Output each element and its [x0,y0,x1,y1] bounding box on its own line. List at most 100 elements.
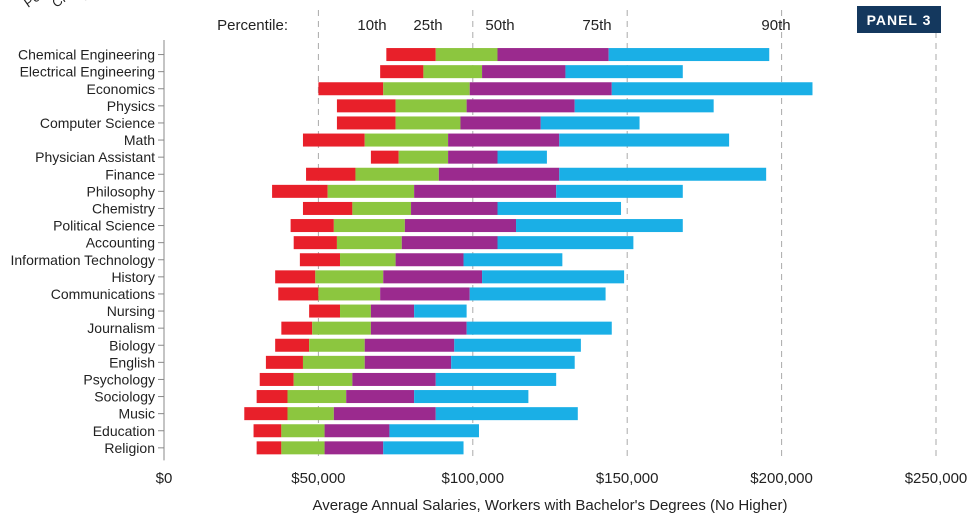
category-label: Computer Science [40,115,155,131]
bar-segment [315,270,384,284]
category-label: Physics [107,98,155,114]
percentile-label: 50th [485,17,514,34]
bar-segment [482,65,566,79]
bar-segment [364,133,449,147]
bar-segment [380,287,470,301]
bar-segment [383,441,464,455]
bar-segment [309,304,341,318]
percentile-label: 25th [413,17,442,34]
category-label: Music [118,406,155,422]
bar-segment [370,321,467,335]
bar-segment [454,338,581,352]
partial-top-labels: PetroChemC [21,0,93,10]
category-label: Math [124,132,155,148]
bar-segment [404,219,517,233]
x-tick-label: $50,000 [291,470,345,487]
bar-segment [383,82,470,96]
category-label: Communications [51,286,155,302]
bar-segment [333,219,405,233]
category-label: English [109,354,155,370]
bar-segment [318,287,381,301]
category-label: History [111,269,155,285]
bar-segment [293,236,337,250]
bar-segment [435,48,498,62]
bar-segment [497,150,547,164]
bar-segment [559,133,730,147]
bar-segment [448,150,498,164]
bar-segment [302,133,365,147]
bar-segment [287,407,334,421]
partial-top-label: C [77,0,93,4]
bar-segment [460,116,541,130]
bar-segment [466,99,575,113]
bar-segment [414,184,557,198]
category-label: Philosophy [87,183,156,199]
category-label: Nursing [107,303,155,319]
panel-badge: PANEL 3 [857,6,941,33]
category-label: Electrical Engineering [20,64,155,80]
bar-segment [438,167,560,181]
bar-segment [272,184,328,198]
category-label: Accounting [86,235,155,251]
x-tick-label: $250,000 [905,470,968,487]
partial-top-label: Petro [21,0,55,10]
bar-segment [293,372,353,386]
bar-segment [401,236,498,250]
x-tick-label: $0 [156,470,173,487]
category-label: Chemical Engineering [18,47,155,63]
percentile-header: Percentile: 10th 25th 50th 75th 90th [217,17,790,34]
category-label: Religion [104,440,155,456]
bar-segment [411,201,498,215]
bar-segment [370,150,399,164]
category-label: Chemistry [92,200,155,216]
bar-segment [540,116,640,130]
x-tick-labels: $0 $50,000 $100,000 $150,000 $200,000 $250,00… [156,470,968,487]
percentile-label: 90th [761,17,790,34]
bar-segment [469,82,612,96]
bar-segment [259,372,294,386]
bar-segment [466,321,612,335]
bar-segment [355,167,439,181]
percentile-label: 75th [582,17,611,34]
bar-segment [256,441,282,455]
bar-segment [574,99,714,113]
bar-segment [383,270,483,284]
bar-segment [281,441,325,455]
bar-segment [565,65,683,79]
x-tick-label: $200,000 [750,470,813,487]
category-label: Psychology [83,371,155,387]
bar-segment [364,338,455,352]
bar-segment [327,184,415,198]
bar-segment [302,355,365,369]
category-label: Information Technology [11,252,156,268]
percentile-label: 10th [357,17,386,34]
bar-segment [275,270,316,284]
bar-segment [287,390,347,404]
partial-top-label: Chem [49,0,86,10]
bar-segment [516,219,683,233]
category-label: Finance [105,166,155,182]
bar-segment [336,99,396,113]
bar-segment [364,355,452,369]
bar-segment [435,372,557,386]
bar-segment [352,372,436,386]
bar-segment [497,48,609,62]
bar-segment [380,65,424,79]
bar-segment [463,253,563,267]
bar-segment [306,167,356,181]
bar-segment [398,150,449,164]
bar-segment [346,390,415,404]
bar-segment [559,167,767,181]
bar-segment [423,65,483,79]
category-label: Biology [109,337,155,353]
bar-segment [395,116,461,130]
bars [244,48,813,455]
bar-segment [253,424,282,438]
category-label: Physician Assistant [35,149,155,165]
bar-segment [318,82,384,96]
bar-segment [352,201,412,215]
bar-segment [608,48,770,62]
bar-segment [265,355,303,369]
bar-segment [497,236,634,250]
bar-segment [556,184,683,198]
